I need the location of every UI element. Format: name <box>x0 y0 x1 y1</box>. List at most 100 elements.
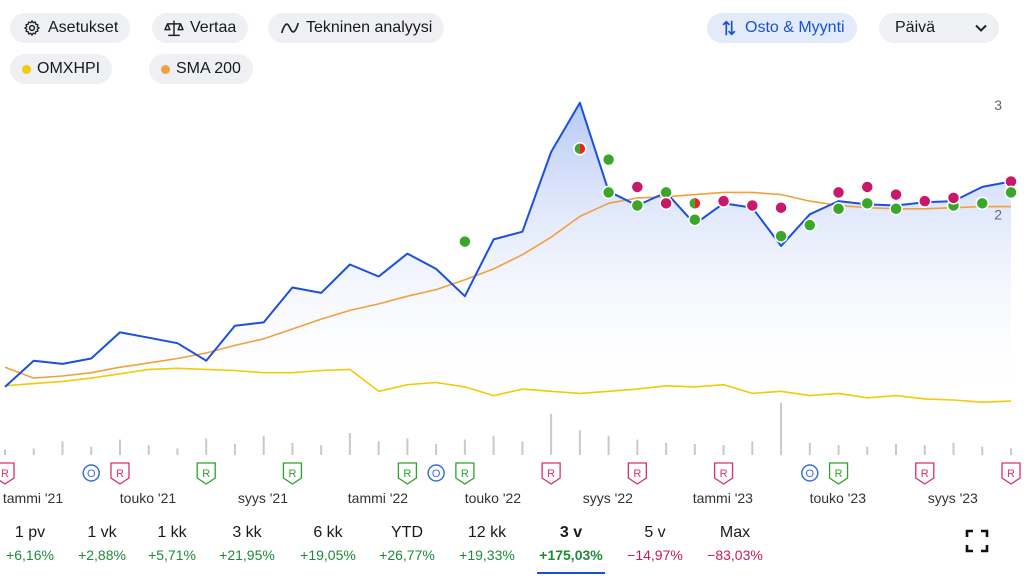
trade-marker-ring <box>688 196 702 211</box>
event-marker-badge <box>1001 462 1021 485</box>
volume-bar <box>262 435 265 455</box>
trade-marker-buy <box>831 202 846 216</box>
event-marker: R <box>627 462 647 485</box>
range-label: 1 pv <box>14 524 46 541</box>
trade-marker-sell <box>630 180 645 194</box>
range-ytd[interactable]: YTD +26,77% <box>372 518 442 574</box>
range-change: +6,16% <box>6 547 54 563</box>
trade-marker-sell <box>659 196 673 211</box>
range-label: 5 v <box>644 524 666 541</box>
sma-200-color-dot <box>161 64 170 74</box>
period-select[interactable]: Päivä <box>879 13 999 43</box>
volume-bar <box>923 445 926 455</box>
range-1w[interactable]: 1 vk +2,88% <box>72 518 132 574</box>
range-label: 1 kk <box>157 524 187 541</box>
trade-marker-sell <box>831 185 846 200</box>
volume-bar <box>32 448 35 455</box>
range-1m[interactable]: 1 kk +5,71% <box>142 518 202 574</box>
series-line-omxhpi <box>4 367 1012 403</box>
price-area-fill <box>5 102 1011 406</box>
trade-marker-buy <box>860 196 875 211</box>
settings-button[interactable]: Asetukset <box>10 13 131 43</box>
trade-marker-mixed <box>573 141 587 156</box>
trade-marker-buy <box>975 196 990 211</box>
trade-marker-sell <box>918 194 932 208</box>
range-selector: 1 pv +6,16% 1 vk +2,88% 1 kk +5,71% 3 kk +21… <box>0 518 1026 580</box>
event-marker-label: R <box>116 468 124 480</box>
volume-bar <box>90 446 93 455</box>
x-tick-label: syys '21 <box>238 490 288 506</box>
event-marker-label: O <box>432 468 441 480</box>
event-marker: R <box>397 462 418 485</box>
price-chart[interactable]: R O R R R R O R R R R O R R R tammi '21 touko '21 syys '… <box>0 90 1026 515</box>
buy-sell-button[interactable]: Osto & Myynti <box>707 13 857 43</box>
technical-analysis-button[interactable]: Tekninen analyysi <box>268 13 445 43</box>
range-change: −14,97% <box>627 547 683 563</box>
event-marker-label: R <box>1 468 9 480</box>
trade-marker-buy <box>458 234 472 249</box>
event-marker-label: R <box>633 468 641 480</box>
chevron-down-icon <box>975 19 987 37</box>
omxhpi-color-dot <box>22 64 31 74</box>
event-marker-badge <box>541 462 561 485</box>
event-marker-badge <box>713 462 734 485</box>
event-marker-badge <box>397 462 418 485</box>
range-12m[interactable]: 12 kk +19,33% <box>452 518 522 574</box>
trade-marker-buy <box>601 185 616 200</box>
trade-marker-buy <box>601 152 616 167</box>
event-marker-badge <box>0 462 15 485</box>
range-6m[interactable]: 6 kk +19,05% <box>293 518 363 574</box>
event-marker-label: R <box>720 468 728 480</box>
event-marker-badge <box>455 462 475 485</box>
compare-button[interactable]: Vertaa <box>152 13 249 43</box>
volume-bar <box>233 444 236 455</box>
settings-label: Asetukset <box>48 19 119 36</box>
volume-bar <box>320 445 323 455</box>
trade-marker-buy <box>774 229 788 243</box>
volume-bar <box>751 441 754 455</box>
y-tick-label: 2 <box>994 206 1002 222</box>
event-marker-badge <box>801 464 819 482</box>
volume-bar <box>665 442 668 455</box>
range-label: 3 kk <box>232 524 262 541</box>
event-marker-label: R <box>202 468 210 480</box>
range-3m[interactable]: 3 kk +21,95% <box>212 518 282 574</box>
range-5y[interactable]: 5 v −14,97% <box>620 518 690 574</box>
volume-bar <box>147 445 150 455</box>
event-marker-label: R <box>835 468 843 480</box>
volume-bar <box>837 445 840 455</box>
range-max[interactable]: Max −83,03% <box>700 518 770 574</box>
x-tick-label: touko '21 <box>120 490 177 506</box>
volume-bar <box>780 402 783 455</box>
overlay-chip-sma-200[interactable]: SMA 200 <box>149 54 253 84</box>
volume-bar <box>578 430 581 455</box>
range-change: +5,71% <box>148 547 196 563</box>
volume-bar <box>61 441 64 455</box>
event-marker: R <box>713 462 734 485</box>
volume-bar <box>808 442 811 455</box>
event-marker-badge <box>915 462 935 485</box>
range-label: YTD <box>391 524 423 541</box>
trade-marker-sell <box>745 198 760 213</box>
volume-bar <box>952 442 955 455</box>
range-1d[interactable]: 1 pv +6,16% <box>0 518 60 574</box>
range-change: +26,77% <box>379 547 435 563</box>
range-3y[interactable]: 3 v +175,03% <box>537 518 605 574</box>
trade-marker-sell <box>716 194 731 208</box>
range-change: +175,03% <box>539 547 603 563</box>
event-marker: O <box>427 464 445 482</box>
trade-marker-buy <box>889 202 903 216</box>
range-change: +19,33% <box>459 547 515 563</box>
event-marker-badge <box>828 462 849 485</box>
y-tick-label: 3 <box>994 97 1002 113</box>
volume-bar <box>607 435 610 455</box>
volume-bar <box>693 444 696 455</box>
event-marker-label: R <box>461 468 469 480</box>
axis-labels: tammi '21 touko '21 syys '21 tammi '22 touko… <box>3 97 1002 506</box>
trade-marker-buy <box>803 218 817 232</box>
overlay-label-omxhpi: OMXHPI <box>37 60 101 77</box>
fullscreen-icon[interactable] <box>964 528 990 554</box>
volume-bar <box>205 438 208 455</box>
volume-bar <box>435 444 438 455</box>
overlay-chip-omxhpi[interactable]: OMXHPI <box>10 54 113 84</box>
